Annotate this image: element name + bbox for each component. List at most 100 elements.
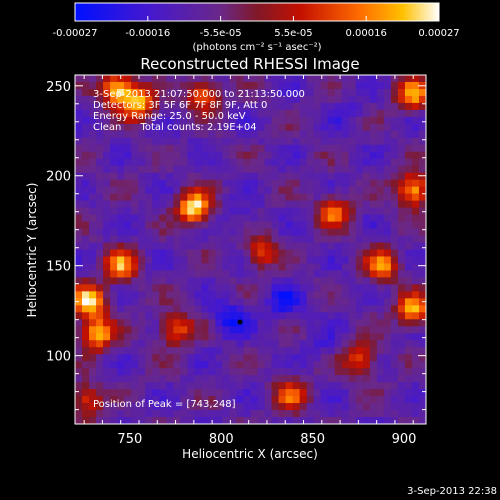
heatmap-cell xyxy=(96,130,104,139)
heatmap-cell xyxy=(292,256,301,265)
heatmap-cell xyxy=(110,298,118,306)
heatmap-cell xyxy=(187,256,195,265)
heatmap-cell xyxy=(243,144,252,153)
heatmap-cell xyxy=(75,263,83,272)
heatmap-cell xyxy=(390,354,399,362)
heatmap-cell xyxy=(215,347,224,355)
heatmap-cell xyxy=(278,270,287,279)
heatmap-cell xyxy=(89,298,97,306)
heatmap-cell xyxy=(369,319,378,327)
heatmap-cell xyxy=(383,375,392,383)
heatmap-cell xyxy=(159,284,167,292)
heatmap-cell xyxy=(110,186,118,195)
heatmap-cell xyxy=(390,333,399,341)
heatmap-cell xyxy=(208,333,216,341)
heatmap-cell xyxy=(369,123,378,132)
heatmap-cell xyxy=(313,312,322,320)
heatmap-cell xyxy=(250,123,259,132)
heatmap-cell xyxy=(348,354,357,362)
heatmap-cell xyxy=(397,312,406,320)
heatmap-cell xyxy=(292,361,301,369)
heatmap-cell xyxy=(159,144,167,153)
heatmap-cell xyxy=(278,130,287,139)
heatmap-cell xyxy=(285,375,294,383)
heatmap-cell xyxy=(173,144,181,153)
heatmap-cell xyxy=(201,186,209,195)
heatmap-cell xyxy=(250,193,259,202)
heatmap-cell xyxy=(264,389,273,397)
heatmap-cell xyxy=(327,207,336,216)
heatmap-cell xyxy=(362,403,371,411)
heatmap-cell xyxy=(124,235,132,244)
heatmap-cell xyxy=(110,368,118,376)
heatmap-cell xyxy=(264,263,273,272)
heatmap-cell xyxy=(404,123,413,132)
heatmap-cell xyxy=(222,193,231,202)
heatmap-cell xyxy=(173,340,181,348)
heatmap-cell xyxy=(278,228,287,237)
heatmap-cell xyxy=(96,298,104,306)
heatmap-cell xyxy=(82,179,90,188)
heatmap-cell xyxy=(369,109,378,118)
heatmap-cell xyxy=(299,361,308,369)
heatmap-cell xyxy=(334,95,343,104)
heatmap-cell xyxy=(334,319,343,327)
heatmap-cell xyxy=(313,410,322,418)
heatmap-cell xyxy=(236,165,245,174)
heatmap-cell xyxy=(243,249,252,258)
heatmap-cell xyxy=(362,235,371,244)
heatmap-cell xyxy=(341,172,350,181)
heatmap-cell xyxy=(306,186,315,195)
heatmap-cell xyxy=(341,368,350,376)
heatmap-cell xyxy=(264,102,273,111)
heatmap-cell xyxy=(411,347,420,355)
heatmap-cell xyxy=(236,116,245,125)
heatmap-cell xyxy=(383,102,392,111)
heatmap-cell xyxy=(299,242,308,251)
heatmap-cell xyxy=(131,158,139,167)
heatmap-cell xyxy=(383,193,392,202)
heatmap-cell xyxy=(152,410,160,418)
heatmap-cell xyxy=(411,284,420,292)
heatmap-cell xyxy=(194,109,202,118)
heatmap-cell xyxy=(201,354,209,362)
heatmap-cell xyxy=(236,172,245,181)
heatmap-cell xyxy=(264,165,273,174)
heatmap-cell xyxy=(103,214,111,223)
heatmap-cell xyxy=(250,88,259,97)
heatmap-cell xyxy=(250,312,259,320)
heatmap-cell xyxy=(222,172,231,181)
heatmap-cell xyxy=(152,256,160,265)
heatmap-cell xyxy=(82,137,90,146)
heatmap-cell xyxy=(222,375,231,383)
heatmap-cell xyxy=(285,102,294,111)
heatmap-cell xyxy=(271,193,280,202)
heatmap-cell xyxy=(327,305,336,313)
heatmap-cell xyxy=(124,326,132,334)
heatmap-cell xyxy=(117,256,125,265)
heatmap-cell xyxy=(173,291,181,299)
heatmap-cell xyxy=(327,88,336,97)
heatmap-cell xyxy=(152,305,160,313)
heatmap-cell xyxy=(82,88,90,97)
heatmap-cell xyxy=(397,109,406,118)
heatmap-cell xyxy=(215,179,224,188)
heatmap-cell xyxy=(411,116,420,125)
heatmap-cell xyxy=(278,193,287,202)
heatmap-cell xyxy=(278,102,287,111)
heatmap-cell xyxy=(138,151,146,160)
heatmap-cell xyxy=(201,242,209,251)
heatmap-cell xyxy=(229,389,238,397)
heatmap-cell xyxy=(243,417,252,424)
heatmap-cell xyxy=(327,221,336,230)
heatmap-cell xyxy=(313,389,322,397)
heatmap-cell xyxy=(138,88,146,97)
heatmap-cell xyxy=(334,144,343,153)
heatmap-cell xyxy=(131,298,139,306)
heatmap-cell xyxy=(306,249,315,258)
heatmap-cell xyxy=(362,410,371,418)
heatmap-cell xyxy=(173,158,181,167)
heatmap-cell xyxy=(418,214,426,223)
heatmap-cell xyxy=(355,354,364,362)
heatmap-cell xyxy=(390,102,399,111)
